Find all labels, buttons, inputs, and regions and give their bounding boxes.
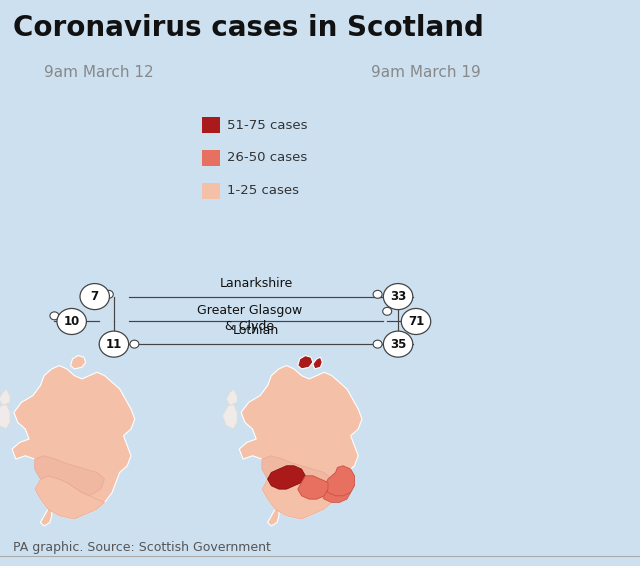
Polygon shape — [262, 456, 332, 496]
Circle shape — [401, 308, 431, 335]
Circle shape — [383, 307, 392, 315]
Polygon shape — [298, 476, 328, 499]
Bar — [202, 117, 220, 133]
Polygon shape — [12, 366, 135, 519]
Circle shape — [383, 284, 413, 310]
Circle shape — [373, 290, 382, 298]
Circle shape — [50, 312, 59, 320]
Polygon shape — [0, 402, 10, 429]
Circle shape — [57, 308, 86, 335]
Polygon shape — [239, 366, 362, 519]
Polygon shape — [35, 476, 104, 519]
Text: Coronavirus cases in Scotland: Coronavirus cases in Scotland — [13, 14, 484, 42]
Polygon shape — [268, 466, 305, 489]
Bar — [202, 150, 220, 166]
Circle shape — [373, 340, 382, 348]
Text: PA graphic. Source: Scottish Government: PA graphic. Source: Scottish Government — [13, 541, 271, 554]
Text: Greater Glasgow
& Clyde: Greater Glasgow & Clyde — [197, 304, 302, 333]
Text: Lanarkshire: Lanarkshire — [220, 277, 292, 290]
Polygon shape — [226, 389, 237, 406]
Polygon shape — [0, 389, 10, 406]
Text: 51-75 cases: 51-75 cases — [227, 119, 308, 131]
Text: 11: 11 — [106, 338, 122, 350]
Bar — [202, 183, 220, 199]
Polygon shape — [313, 357, 323, 369]
Text: 10: 10 — [63, 315, 80, 328]
Polygon shape — [262, 476, 332, 519]
Circle shape — [80, 284, 109, 310]
Polygon shape — [40, 509, 52, 526]
Text: 7: 7 — [91, 290, 99, 303]
Polygon shape — [70, 355, 86, 369]
Circle shape — [99, 331, 129, 357]
Text: 9am March 19: 9am March 19 — [371, 65, 481, 80]
Text: Lothian: Lothian — [233, 324, 279, 337]
Text: 1-25 cases: 1-25 cases — [227, 185, 300, 197]
Text: 26-50 cases: 26-50 cases — [227, 152, 307, 164]
Text: 33: 33 — [390, 290, 406, 303]
Polygon shape — [268, 509, 279, 526]
Circle shape — [104, 290, 113, 298]
Text: 9am March 12: 9am March 12 — [44, 65, 154, 80]
Polygon shape — [298, 355, 313, 369]
Polygon shape — [35, 456, 104, 496]
Text: 35: 35 — [390, 338, 406, 350]
Polygon shape — [324, 466, 355, 496]
Text: 71: 71 — [408, 315, 424, 328]
Polygon shape — [321, 482, 351, 503]
Circle shape — [383, 331, 413, 357]
Circle shape — [130, 340, 139, 348]
Polygon shape — [222, 402, 237, 429]
